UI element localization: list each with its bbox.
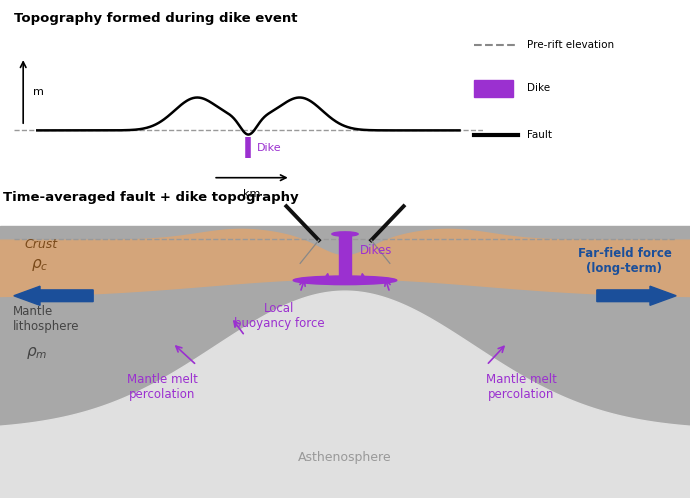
Text: Dike: Dike	[257, 142, 282, 152]
Text: km: km	[244, 189, 261, 199]
Text: Local
buoyancy force: Local buoyancy force	[234, 302, 325, 330]
Bar	[0, 226, 690, 498]
Bar	[473, 80, 513, 97]
Text: Topography formed during dike event: Topography formed during dike event	[14, 11, 297, 25]
Text: Asthenosphere: Asthenosphere	[298, 451, 392, 464]
FancyArrow shape	[597, 286, 676, 305]
Ellipse shape	[293, 276, 397, 285]
Text: Time-averaged fault + dike topography: Time-averaged fault + dike topography	[3, 191, 299, 204]
Text: $\rho_m$: $\rho_m$	[26, 345, 48, 361]
Text: m: m	[32, 87, 43, 97]
Ellipse shape	[332, 232, 358, 236]
FancyArrow shape	[14, 286, 93, 305]
Polygon shape	[0, 230, 690, 296]
Text: Mantle
lithosphere: Mantle lithosphere	[12, 305, 79, 333]
Text: Far-field force
(long-term): Far-field force (long-term)	[578, 247, 671, 275]
Text: Dike: Dike	[526, 83, 550, 94]
Text: Mantle melt
percolation: Mantle melt percolation	[127, 373, 197, 401]
Text: Pre-rift elevation: Pre-rift elevation	[526, 40, 613, 50]
Text: Dikes: Dikes	[360, 245, 393, 257]
Text: Fault: Fault	[526, 130, 551, 140]
Bar	[339, 234, 351, 280]
Text: $\rho_c$: $\rho_c$	[31, 257, 48, 273]
Text: Crust: Crust	[24, 238, 57, 251]
Text: Mantle melt
percolation: Mantle melt percolation	[486, 373, 556, 401]
